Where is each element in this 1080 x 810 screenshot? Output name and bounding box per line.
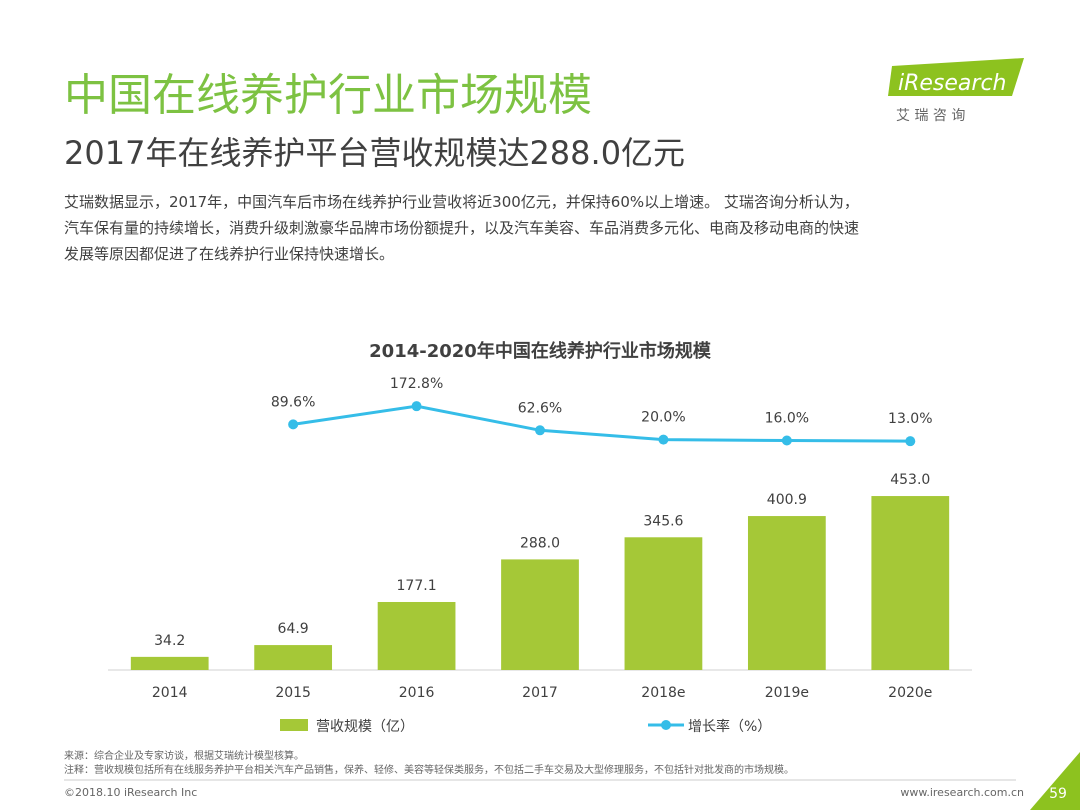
data-label: 64.9: [278, 621, 309, 637]
legend-label: 营收规模（亿）: [316, 719, 414, 735]
growth-point: [658, 434, 669, 445]
growth-point: [781, 435, 792, 446]
data-label: 400.9: [767, 492, 807, 508]
bar: [377, 601, 456, 670]
logo-name: iResearch: [898, 71, 1007, 96]
x-tick-label: 2014: [152, 685, 188, 701]
growth-point: [535, 425, 545, 436]
body-line: 汽车保有量的持续增长，消费升级刺激豪华品牌市场份额提升，以及汽车美容、车品消费多…: [64, 219, 859, 237]
data-label: 62.6%: [518, 400, 562, 416]
bar: [254, 645, 333, 670]
data-label: 20.0%: [641, 410, 685, 426]
logo-cn: 艾 瑞 咨 询: [896, 108, 965, 124]
data-label: 453.0: [890, 472, 930, 488]
growth-point: [288, 419, 299, 430]
data-label: 89.6%: [271, 394, 315, 410]
data-label: 34.2: [154, 633, 185, 649]
legend-swatch: [280, 719, 308, 731]
x-tick-label: 2015: [275, 685, 311, 701]
x-tick-label: 2016: [399, 685, 435, 701]
data-label: 16.0%: [765, 410, 809, 426]
note: 注释：营收规模包括所有在线服务养护平台相关汽车产品销售，保养、轻修、美容等轻保类…: [64, 763, 794, 776]
url: www.iresearch.com.cn: [900, 786, 1024, 799]
growth-point: [411, 401, 422, 412]
data-label: 345.6: [643, 513, 683, 529]
legend-label: 增长率（%）: [688, 718, 771, 735]
x-tick-label: 2017: [522, 685, 558, 701]
bar: [871, 496, 950, 670]
growth-line: [292, 404, 911, 443]
x-tick-label: 2018e: [641, 685, 685, 701]
data-label: 13.0%: [888, 411, 932, 427]
logo-badge: [888, 58, 1024, 96]
corner: [1030, 752, 1080, 810]
data-label: 288.0: [520, 535, 560, 551]
bar: [747, 516, 826, 670]
data-label: 177.1: [397, 578, 437, 594]
growth-point: [905, 436, 916, 447]
x-tick-label: 2019e: [765, 685, 809, 701]
x-tick-label: 2020e: [888, 685, 932, 701]
legend-swatch: [661, 720, 671, 730]
body-line: 发展等原因都促进了在线养护行业保持快速增长。: [64, 245, 394, 263]
slide-title: 中国在线养护行业市场规模: [64, 70, 592, 121]
data-label: 172.8%: [390, 376, 443, 392]
page-number: 59: [1049, 786, 1067, 802]
note: 来源：综合企业及专家访谈，根据艾瑞统计模型核算。: [64, 749, 304, 762]
body-line: 艾瑞数据显示，2017年，中国汽车后市场在线养护行业营收将近300亿元，并保持6…: [64, 193, 859, 211]
bar: [130, 656, 209, 670]
bar: [624, 537, 703, 670]
bar: [501, 559, 579, 670]
slide-subtitle: 2017年在线养护平台营收规模达288.0亿元: [64, 134, 685, 172]
copyright: ©2018.10 iResearch Inc: [64, 786, 197, 799]
chart-title: 2014-2020年中国在线养护行业市场规模: [369, 340, 712, 362]
